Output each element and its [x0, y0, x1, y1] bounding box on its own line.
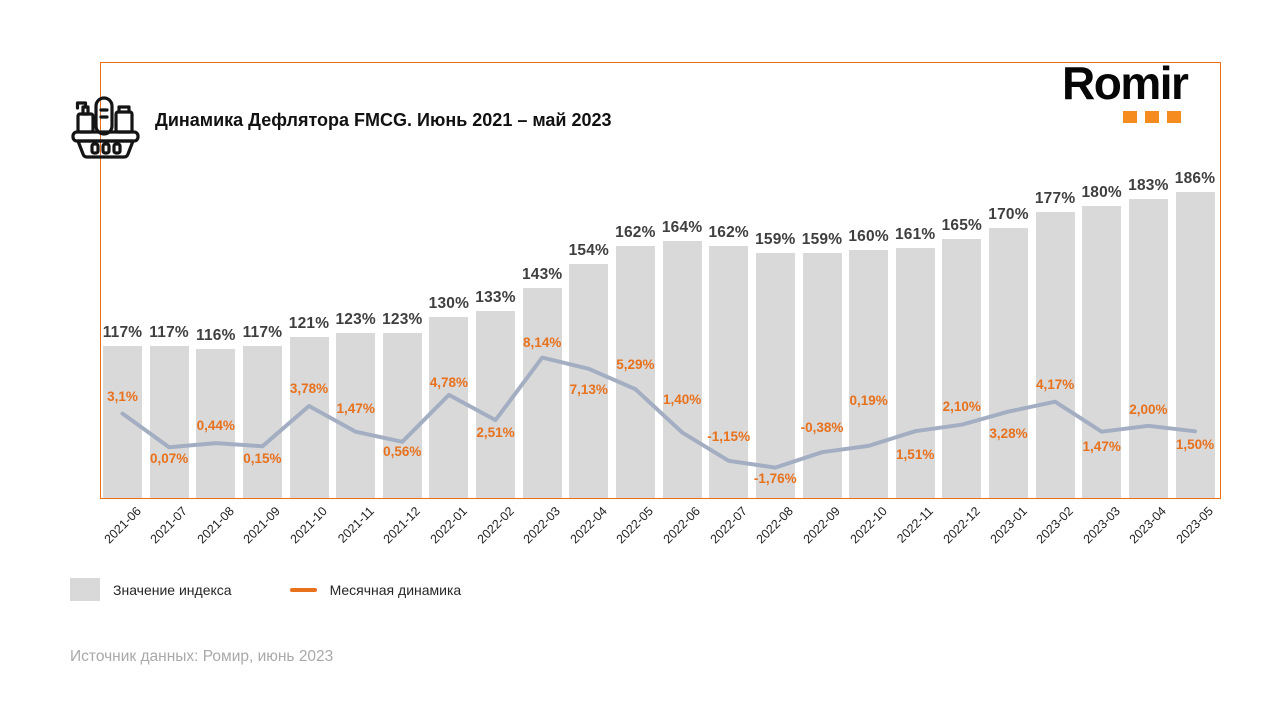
index-bar	[196, 348, 236, 498]
line-value-label: 3,78%	[289, 381, 329, 396]
chart-title: Динамика Дефлятора FMCG. Июнь 2021 – май…	[155, 110, 612, 130]
bar-value-label: 186%	[1174, 170, 1216, 188]
legend-line-label: Месячная динамика	[329, 581, 462, 598]
bar-value-label: 177%	[1034, 190, 1076, 208]
legend-bar-label: Значение индекса	[113, 581, 232, 598]
line-value-label: 0,15%	[243, 451, 282, 467]
romir-logo-text: Romir	[1062, 57, 1189, 109]
bar-value-label: 183%	[1128, 176, 1169, 194]
line-value-label: 2,10%	[942, 398, 981, 414]
index-bar	[989, 227, 1028, 498]
grocery-basket-icon	[70, 92, 142, 160]
bar-value-label: 160%	[848, 228, 889, 246]
index-bar	[336, 332, 376, 498]
index-bar	[1082, 205, 1122, 498]
index-bar	[1128, 198, 1168, 498]
bar-value-label: 133%	[475, 288, 516, 306]
index-bar	[849, 250, 889, 498]
index-bar	[382, 332, 422, 498]
line-value-label: 1,47%	[336, 400, 375, 416]
bar-value-label: 123%	[335, 310, 376, 328]
line-value-label: 0,19%	[849, 392, 888, 408]
bar-value-label: 162%	[615, 223, 656, 241]
line-value-label: 2,00%	[1129, 401, 1168, 417]
bar-value-label: 180%	[1081, 183, 1122, 201]
line-value-label: 4,17%	[1035, 376, 1075, 392]
logo-dot-icon	[1145, 111, 1159, 123]
bar-value-label: 117%	[149, 324, 189, 342]
index-bar	[615, 245, 655, 498]
line-value-label: 3,28%	[989, 425, 1028, 441]
bar-value-label: 130%	[428, 295, 470, 313]
bar-value-label: 116%	[196, 326, 236, 344]
line-value-label: 5,29%	[616, 357, 655, 373]
line-value-label: 1,50%	[1175, 437, 1215, 453]
line-value-label: 1,47%	[1082, 438, 1121, 454]
index-bar	[1175, 192, 1215, 498]
line-value-label: 8,14%	[523, 334, 562, 350]
index-bar	[522, 288, 562, 498]
line-value-label: -1,76%	[753, 470, 797, 486]
bar-value-label: 159%	[755, 230, 796, 248]
index-bar	[895, 248, 935, 498]
plot-area: 117% 3,1% 117% 0,07% 116% 0,44% 117% 0,15% 121% 3…	[100, 62, 1221, 499]
romir-logo: Romir	[1062, 60, 1212, 130]
bar-value-label: 159%	[801, 230, 843, 248]
index-bar	[569, 263, 609, 498]
line-value-label: 0,44%	[196, 418, 235, 434]
line-value-label: 1,51%	[896, 447, 935, 463]
bar-value-label: 143%	[521, 266, 563, 284]
index-bar	[242, 346, 282, 498]
bar-value-label: 117%	[102, 324, 143, 342]
index-bar	[149, 346, 189, 498]
line-value-label: -1,15%	[707, 428, 751, 444]
line-value-label: 0,56%	[383, 443, 422, 459]
index-bar	[1035, 212, 1075, 498]
bar-value-label: 170%	[988, 205, 1029, 223]
index-bar	[662, 241, 702, 498]
bar-value-label: 165%	[941, 217, 983, 235]
line-value-label: 7,13%	[569, 381, 608, 397]
romir-logo-dots-icon	[1123, 111, 1181, 123]
legend-line-swatch-icon	[289, 587, 317, 592]
bar-value-label: 154%	[568, 241, 610, 259]
bar-value-label: 162%	[708, 223, 749, 241]
legend: Значение индекса Месячная динамика	[70, 578, 461, 601]
line-value-label: -0,38%	[800, 420, 844, 436]
bar-value-label: 164%	[661, 219, 703, 237]
index-bar	[942, 239, 982, 498]
line-value-label: 3,1%	[107, 388, 138, 404]
line-value-label: 1,40%	[662, 392, 702, 408]
line-value-label: 2,51%	[476, 425, 515, 441]
monthly-dynamics-line	[120, 355, 1197, 470]
bar-value-label: 161%	[894, 226, 936, 243]
bar-value-label: 123%	[382, 310, 423, 328]
logo-dot-icon	[1167, 111, 1181, 123]
logo-dot-icon	[1123, 111, 1137, 123]
bar-value-label: 121%	[288, 315, 330, 333]
index-bar	[709, 245, 749, 498]
source-note: Источник данных: Ромир, июнь 2023	[70, 648, 334, 665]
index-bar	[755, 252, 795, 498]
legend-bar-swatch-icon	[70, 578, 100, 601]
bar-value-label: 117%	[242, 324, 283, 342]
line-value-label: 4,78%	[429, 374, 469, 390]
line-value-label: 0,07%	[149, 451, 189, 467]
